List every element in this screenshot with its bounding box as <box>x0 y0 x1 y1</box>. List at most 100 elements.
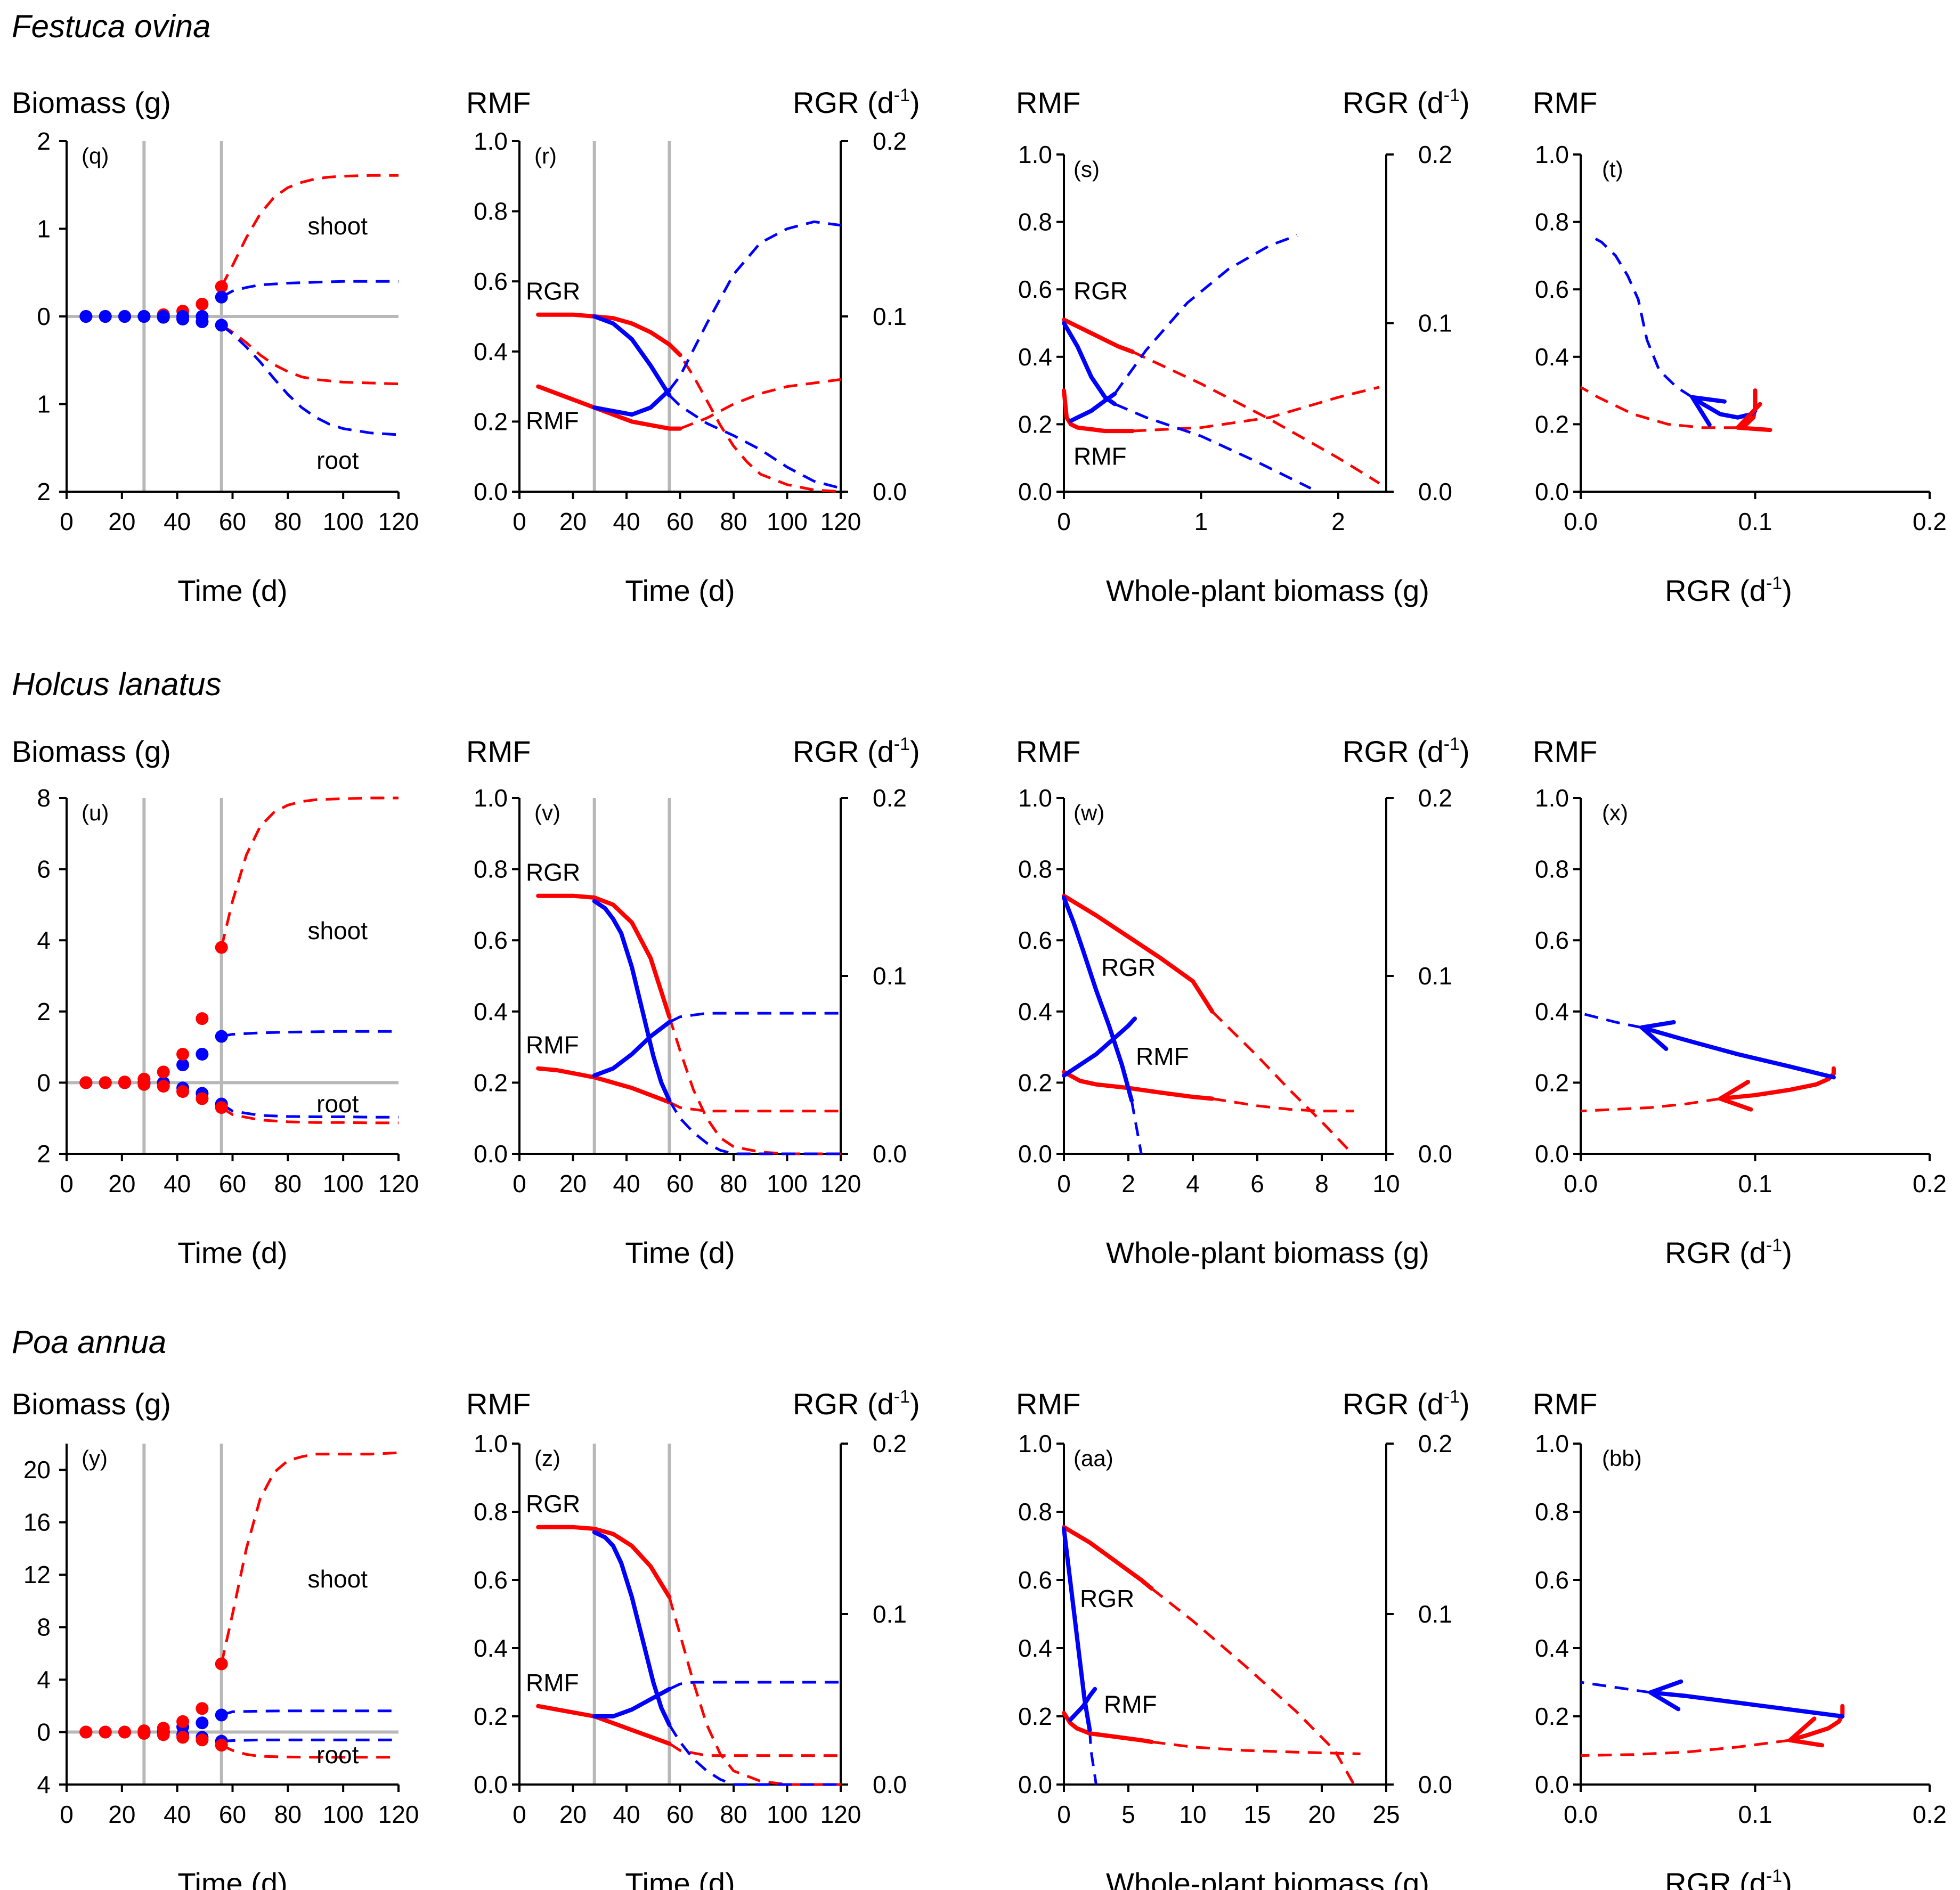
rmf-label: RMF <box>526 1669 579 1697</box>
y-tick-label: 0.6 <box>474 267 508 295</box>
y-axis-title: Biomass (g) <box>12 86 171 119</box>
shoot-red-model <box>220 796 398 948</box>
blue-arrow-head <box>1639 1020 1676 1051</box>
y-tick-label: 0.4 <box>1535 343 1569 371</box>
x-tick-label: 4 <box>1186 1170 1200 1197</box>
y-tick-label: 0.2 <box>474 408 508 435</box>
x-axis-title: Time (d) <box>625 1867 735 1890</box>
root-red-model <box>221 1744 398 1759</box>
y-tick-label: 0.0 <box>1018 478 1052 506</box>
y2-tick-label: 0.1 <box>873 303 907 330</box>
shoot-red-dot <box>215 280 228 294</box>
x-tick-label: 0 <box>513 1801 526 1828</box>
y-tick-label: 1 <box>37 215 51 243</box>
shoot-red-dot <box>215 1657 228 1671</box>
y-tick-label: 0.8 <box>1535 208 1569 236</box>
y-tick-label: 0.0 <box>1018 1140 1052 1168</box>
red-arrow-head <box>1735 402 1772 433</box>
y2-axis-title: RGR (d-1) <box>793 734 920 768</box>
panel-rmf-biomass: RMF RGR (d-1) 0.0 0.2 0.4 0.6 0.8 1.0 0.0 0.1 0.2 0… <box>1016 85 1470 607</box>
root-red-dot <box>79 1725 93 1739</box>
x-tick-label: 0.0 <box>1564 1801 1598 1828</box>
x-tick-label: 40 <box>613 508 640 535</box>
x-tick-label: 20 <box>559 1170 587 1197</box>
shoot-red-dot <box>176 1715 190 1728</box>
red-rgr-model <box>668 1016 841 1155</box>
root-red-model <box>221 1106 398 1125</box>
species-title: Holcus lanatus <box>12 666 222 702</box>
red-rgr-observed <box>1062 893 1215 1014</box>
rgr-label: RGR <box>1073 277 1128 305</box>
y-tick-label: 0.8 <box>474 198 508 225</box>
panel-label: (aa) <box>1073 1446 1113 1471</box>
shoot-blue-dot <box>176 1058 190 1071</box>
x-tick-label: 60 <box>666 1170 694 1197</box>
blue-rmf-observed <box>1068 1687 1097 1722</box>
x-axis-title: Time (d) <box>177 1236 287 1269</box>
y2-axis-title: RGR (d-1) <box>1343 85 1470 119</box>
x-axis-title: RGR (d-1) <box>1665 573 1792 607</box>
y-tick-label: 1.0 <box>1018 784 1052 812</box>
rmf-label: RMF <box>526 407 579 435</box>
root-blue-model <box>221 1738 398 1743</box>
y2-tick-label: 0.0 <box>1418 478 1452 506</box>
red-trajectory-observed <box>1718 1066 1836 1101</box>
y2-tick-label: 0.1 <box>1418 962 1452 990</box>
y2-tick-label: 0.2 <box>873 1430 907 1457</box>
x-tick-label: 80 <box>720 1801 747 1828</box>
y-tick-label: 0.0 <box>1535 1140 1569 1168</box>
y-tick-label: 0.6 <box>1535 926 1569 954</box>
red-rmf-observed <box>1062 388 1135 434</box>
panel-rmf-biomass: RMF RGR (d-1) 0.0 0.2 0.4 0.6 0.8 1.0 0.0 0.1 0.2 0… <box>1016 734 1470 1269</box>
x-tick-label: 40 <box>164 1801 191 1828</box>
blue-rgr-observed <box>1062 321 1117 406</box>
shoot-red-dot <box>196 1702 209 1715</box>
x-tick-label: 0 <box>60 508 74 535</box>
shoot-label: shoot <box>308 212 368 240</box>
panel-label: (bb) <box>1602 1446 1642 1471</box>
y2-tick-label: 0.0 <box>873 1140 907 1168</box>
y-tick-label: 1.0 <box>474 784 508 812</box>
y-tick-label: 0.4 <box>1018 343 1052 371</box>
rmf-label: RMF <box>1104 1691 1157 1718</box>
root-red-dot <box>79 1076 93 1089</box>
root-red-dot <box>118 1725 132 1739</box>
y-tick-label: 0.2 <box>474 1702 508 1730</box>
blue-arrow-head <box>1648 1679 1684 1712</box>
y-tick-label: 0.2 <box>1535 1069 1569 1096</box>
x-tick-label: 20 <box>108 1170 135 1197</box>
panel-label: (u) <box>82 800 109 825</box>
y-tick-label: 0.8 <box>1018 208 1052 236</box>
y-tick-label: 0.8 <box>474 856 508 883</box>
blue-rmf-model <box>669 1012 841 1024</box>
x-tick-label: 20 <box>1308 1801 1335 1828</box>
x-tick-label: 10 <box>1372 1170 1400 1197</box>
red-rmf-model <box>1211 1097 1354 1113</box>
y-axis-title: RMF <box>1016 86 1080 119</box>
panel-rmf-rgr: RMF 0.0 0.2 0.4 0.6 0.8 1.0 0.0 0.1 0.2 RGR (d-1) (… <box>1533 1387 1947 1890</box>
root-label: root <box>316 1741 359 1769</box>
rgr-label: RGR <box>526 1490 580 1518</box>
x-tick-label: 40 <box>613 1801 640 1828</box>
blue-trajectory-model <box>1580 1681 1651 1694</box>
x-tick-label: 40 <box>164 508 191 535</box>
x-axis-title: Time (d) <box>177 1867 287 1890</box>
rgr-label: RGR <box>1101 954 1156 981</box>
y-tick-label: 1.0 <box>1018 141 1052 168</box>
x-tick-label: 120 <box>378 1801 419 1828</box>
y2-tick-label: 0.0 <box>873 478 907 506</box>
y-tick-label: 0.0 <box>474 1140 508 1168</box>
red-rgr-observed <box>1062 317 1135 354</box>
x-axis-title: Time (d) <box>177 574 287 607</box>
red-rgr-model <box>1211 1011 1352 1153</box>
root-red-dot <box>157 1728 170 1741</box>
blue-trajectory-model <box>1589 234 1693 398</box>
root-blue-dot <box>99 310 112 323</box>
panel-rmf-time: RMF RGR (d-1) 0.0 0.2 0.4 0.6 0.8 1.0 0.0 0.1 0.2 0… <box>466 1387 920 1890</box>
red-rmf-model <box>679 378 841 430</box>
y-tick-label: 0.2 <box>1535 410 1569 438</box>
y2-tick-label: 0.1 <box>1418 1600 1452 1628</box>
x-tick-label: 100 <box>323 1801 364 1828</box>
red-rgr-model <box>668 343 841 493</box>
